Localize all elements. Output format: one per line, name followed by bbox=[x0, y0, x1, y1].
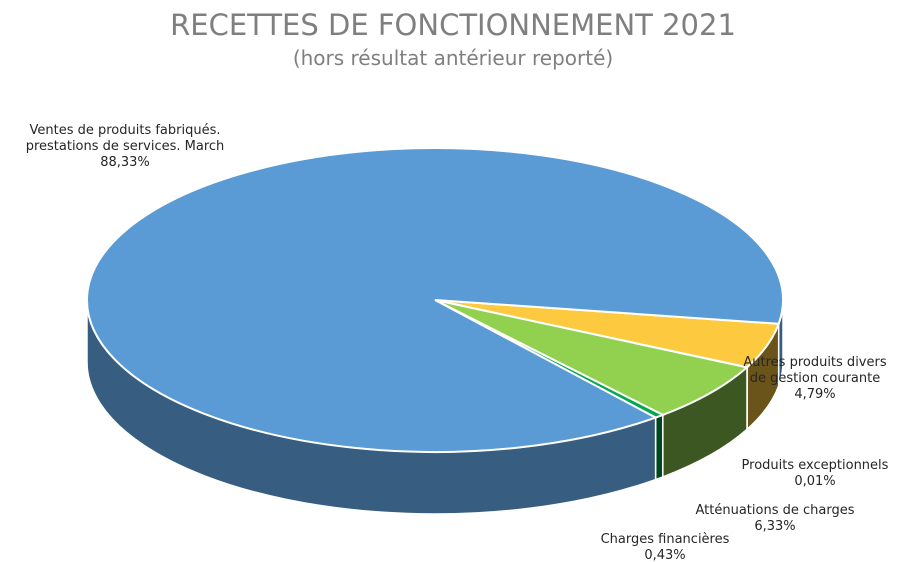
slice-value: 88,33% bbox=[100, 155, 150, 170]
slice-value: 4,79% bbox=[794, 387, 836, 402]
slice bbox=[434, 299, 750, 417]
chart-subtitle: (hors résultat antérieur reporté) bbox=[292, 46, 614, 70]
slice-value: 0,43% bbox=[644, 548, 686, 562]
slice-label: Autres produits divers de gestion couran… bbox=[743, 355, 887, 386]
slice-label: Produits exceptionnels bbox=[741, 458, 889, 473]
slice-label: Atténuations de charges bbox=[695, 503, 855, 518]
slice-value: 6,33% bbox=[754, 519, 796, 534]
slice-value: 0,01% bbox=[794, 474, 836, 489]
slice-label: Ventes de produits fabriqués. prestation… bbox=[25, 123, 225, 154]
slice-side bbox=[654, 413, 664, 481]
slice bbox=[86, 147, 784, 453]
slice-label: Charges financières bbox=[600, 532, 730, 547]
chart-title: RECETTES DE FONCTIONNEMENT 2021 bbox=[170, 8, 736, 42]
